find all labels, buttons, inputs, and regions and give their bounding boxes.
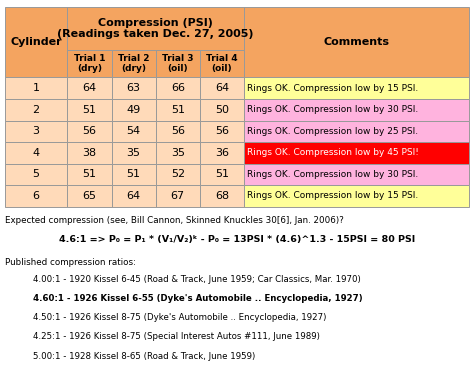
Bar (111, 121, 155, 142)
Bar (155, 121, 200, 142)
Text: 5.00:1 - 1928 Kissel 8-65 (Road & Track, June 1959): 5.00:1 - 1928 Kissel 8-65 (Road & Track,… (33, 352, 255, 361)
Text: 38: 38 (82, 148, 97, 158)
Bar (155, 185, 200, 207)
Text: Rings OK. Compression low by 15 PSI.: Rings OK. Compression low by 15 PSI. (247, 192, 418, 200)
Text: 5: 5 (33, 169, 40, 179)
Text: 65: 65 (82, 191, 97, 201)
Bar (155, 77, 200, 99)
Text: 51: 51 (82, 169, 97, 179)
Bar (200, 163, 244, 185)
Text: 35: 35 (127, 148, 141, 158)
Text: 1: 1 (33, 83, 40, 93)
Bar (200, 142, 244, 163)
Text: 4.00:1 - 1920 Kissel 6-45 (Road & Track, June 1959; Car Classics, Mar. 1970): 4.00:1 - 1920 Kissel 6-45 (Road & Track,… (33, 275, 361, 284)
Text: Cylinder: Cylinder (10, 37, 62, 48)
Bar (244, 99, 469, 121)
Bar (5, 7, 67, 77)
Bar (200, 99, 244, 121)
Bar (111, 185, 155, 207)
Text: 4.25:1 - 1926 Kissel 8-75 (Special Interest Autos #111, June 1989): 4.25:1 - 1926 Kissel 8-75 (Special Inter… (33, 332, 320, 341)
Text: 2: 2 (33, 105, 40, 115)
Text: 67: 67 (171, 191, 185, 201)
Bar (111, 99, 155, 121)
Text: 54: 54 (127, 126, 141, 136)
Text: Published compression ratios:: Published compression ratios: (5, 258, 136, 267)
Bar (111, 77, 155, 99)
Bar (67, 99, 111, 121)
Bar (67, 185, 111, 207)
Text: 56: 56 (82, 126, 97, 136)
Bar (67, 50, 111, 77)
Bar (155, 163, 200, 185)
Text: Trial 4
(oil): Trial 4 (oil) (206, 54, 238, 73)
Text: Rings OK. Compression low by 30 PSI.: Rings OK. Compression low by 30 PSI. (247, 105, 418, 114)
Bar (67, 77, 111, 99)
Bar (244, 185, 469, 207)
Text: 51: 51 (82, 105, 97, 115)
Bar (200, 185, 244, 207)
Bar (67, 121, 111, 142)
Text: 4.60:1 - 1926 Kissel 6-55 (Dyke's Automobile .. Encyclopedia, 1927): 4.60:1 - 1926 Kissel 6-55 (Dyke's Automo… (33, 294, 363, 303)
Text: 56: 56 (215, 126, 229, 136)
Bar (200, 121, 244, 142)
Text: 68: 68 (215, 191, 229, 201)
Bar (244, 142, 469, 163)
Text: 35: 35 (171, 148, 185, 158)
Bar (67, 142, 111, 163)
Text: Rings OK. Compression low by 15 PSI.: Rings OK. Compression low by 15 PSI. (247, 84, 418, 93)
Text: Trial 1
(dry): Trial 1 (dry) (74, 54, 105, 73)
Bar (244, 163, 469, 185)
Bar (5, 163, 67, 185)
Text: 4: 4 (33, 148, 40, 158)
Text: 49: 49 (127, 105, 141, 115)
Text: 4.50:1 - 1926 Kissel 8-75 (Dyke's Automobile .. Encyclopedia, 1927): 4.50:1 - 1926 Kissel 8-75 (Dyke's Automo… (33, 313, 327, 322)
Bar (200, 77, 244, 99)
Text: Compression (PSI)
(Readings taken Dec. 27, 2005): Compression (PSI) (Readings taken Dec. 2… (57, 18, 254, 39)
Text: 64: 64 (82, 83, 97, 93)
Bar (200, 50, 244, 77)
Text: 36: 36 (215, 148, 229, 158)
Text: 51: 51 (127, 169, 141, 179)
Text: 3: 3 (33, 126, 40, 136)
Bar (244, 77, 469, 99)
Text: Rings OK. Compression low by 45 PSI!: Rings OK. Compression low by 45 PSI! (247, 148, 419, 157)
Text: Expected compression (see, Bill Cannon, Skinned Knuckles 30[6], Jan. 2006)?: Expected compression (see, Bill Cannon, … (5, 216, 344, 225)
Bar (67, 7, 244, 50)
Bar (244, 121, 469, 142)
Text: 50: 50 (215, 105, 229, 115)
Text: Rings OK. Compression low by 25 PSI.: Rings OK. Compression low by 25 PSI. (247, 127, 418, 136)
Bar (5, 77, 67, 99)
Bar (111, 50, 155, 77)
Bar (5, 121, 67, 142)
Text: 56: 56 (171, 126, 185, 136)
Text: Trial 2
(dry): Trial 2 (dry) (118, 54, 149, 73)
Bar (155, 99, 200, 121)
Text: 51: 51 (215, 169, 229, 179)
Bar (244, 7, 469, 77)
Text: 64: 64 (127, 191, 141, 201)
Bar (155, 142, 200, 163)
Bar (5, 185, 67, 207)
Text: Trial 3
(oil): Trial 3 (oil) (162, 54, 193, 73)
Text: Comments: Comments (324, 37, 390, 48)
Bar (5, 99, 67, 121)
Text: 6: 6 (33, 191, 40, 201)
Text: 66: 66 (171, 83, 185, 93)
Bar (111, 142, 155, 163)
Bar (5, 142, 67, 163)
Text: 51: 51 (171, 105, 185, 115)
Bar (67, 163, 111, 185)
Text: Rings OK. Compression low by 30 PSI.: Rings OK. Compression low by 30 PSI. (247, 170, 418, 179)
Text: 64: 64 (215, 83, 229, 93)
Text: 52: 52 (171, 169, 185, 179)
Bar (155, 50, 200, 77)
Bar (111, 163, 155, 185)
Text: 4.6:1 => P₀ = P₁ * (V₁/V₂)ᵏ - P₀ = 13PSI * (4.6)^1.3 - 15PSI = 80 PSI: 4.6:1 => P₀ = P₁ * (V₁/V₂)ᵏ - P₀ = 13PSI… (59, 235, 415, 244)
Text: 63: 63 (127, 83, 141, 93)
